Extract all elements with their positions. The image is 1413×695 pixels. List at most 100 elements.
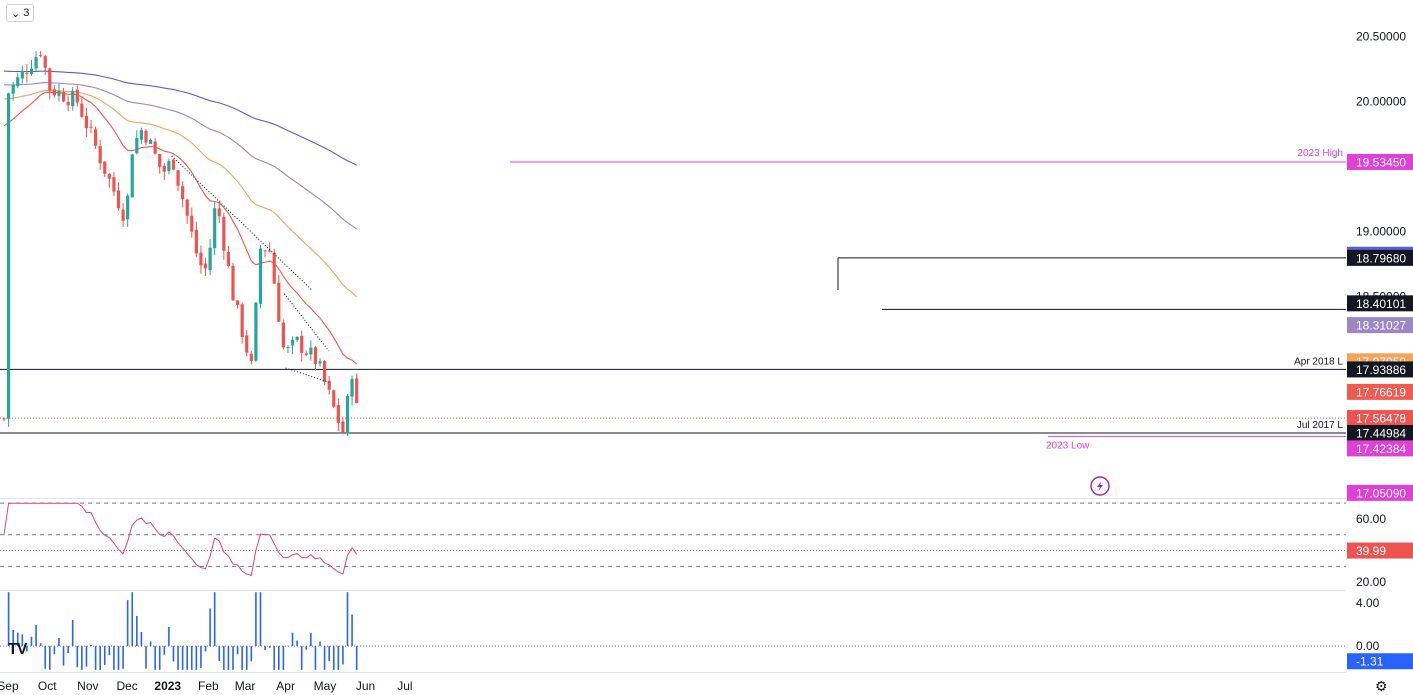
badge-2023-low: 17.42384 — [1356, 442, 1406, 456]
badge-rsi-bg — [1347, 542, 1413, 559]
candle-body — [121, 209, 125, 221]
candle-body — [231, 265, 235, 301]
candle-body — [208, 247, 212, 271]
wedge-lower — [285, 367, 330, 383]
rsi-pane — [0, 502, 1346, 577]
candle-body — [16, 77, 20, 87]
candle-body — [263, 250, 267, 252]
candle-body — [281, 322, 285, 348]
candle-body — [80, 103, 84, 117]
candle-body — [139, 130, 143, 140]
badge-2023-low-bg — [1347, 440, 1413, 457]
candle-body — [272, 252, 276, 284]
badge-ema20-bg — [1347, 383, 1413, 400]
chevron-down-icon: ⌄ — [11, 7, 21, 20]
badge-18-40101-bg — [1347, 295, 1413, 312]
candle-body — [162, 165, 166, 172]
candle-body — [286, 347, 290, 349]
candle-body — [135, 137, 139, 154]
badge-18-40101: 18.40101 — [1356, 297, 1406, 311]
candle-body — [336, 405, 340, 423]
x-tick-label: Jul — [397, 679, 412, 693]
candle-body — [268, 250, 272, 252]
candle-body — [318, 361, 322, 364]
candle-body — [185, 199, 189, 216]
candle-body — [332, 390, 336, 407]
interval-count: 3 — [23, 7, 30, 19]
candle-body — [89, 126, 93, 128]
candle-body — [57, 90, 61, 96]
badge-momentum-bg — [1347, 653, 1413, 670]
candle-body — [66, 101, 70, 106]
x-tick-label: Feb — [198, 679, 219, 693]
candle-body — [213, 208, 217, 249]
candle-body — [300, 335, 304, 353]
rsi-line — [3, 502, 358, 577]
badge-current-price-bg — [1347, 410, 1413, 427]
candle-body — [158, 153, 162, 167]
candle-body — [345, 396, 350, 434]
candle-body — [313, 347, 318, 364]
candle-body — [295, 336, 299, 341]
tradingview-logo-icon[interactable]: TV — [8, 641, 27, 658]
candle-body — [167, 161, 171, 172]
candle-body — [52, 89, 56, 96]
candle-body — [107, 173, 111, 179]
badge-rsi: 39.99 — [1356, 544, 1386, 558]
gear-icon[interactable]: ⚙ — [1375, 678, 1388, 694]
candle-body — [327, 380, 331, 390]
candle-body — [48, 68, 52, 91]
wedge-upper — [283, 293, 330, 352]
badge-lower-bg — [1347, 484, 1413, 501]
candle-body — [217, 208, 221, 217]
candle-body — [355, 378, 359, 403]
grid — [0, 498, 1346, 673]
candle-body — [309, 347, 313, 355]
candle-body — [11, 84, 15, 94]
rsi-tick-label: 60.00 — [1356, 512, 1386, 526]
x-tick-label: Apr — [276, 679, 295, 693]
horizontal-levels: 2023 High Apr 2018 L Jul 2017 L 2023 Low — [0, 148, 1346, 451]
candle-body — [94, 129, 98, 146]
candle-body — [34, 57, 38, 69]
candle-body — [350, 378, 354, 397]
candle-body — [226, 252, 231, 266]
label-2023-low: 2023 Low — [1046, 440, 1090, 451]
ema-100-line — [3, 82, 358, 230]
ema-50-line — [3, 89, 358, 298]
candle-body — [6, 93, 11, 419]
candle-body — [61, 91, 66, 102]
candle-body — [75, 89, 79, 103]
candle-body — [235, 300, 240, 305]
candle-body — [84, 115, 89, 129]
candle-body — [245, 335, 249, 353]
candle-body — [98, 146, 102, 164]
candle-body — [304, 353, 308, 355]
candle-body — [203, 263, 208, 269]
ema-20-line — [3, 91, 358, 365]
moving-averages — [3, 70, 358, 365]
y-tick-label: 20.50000 — [1356, 29, 1406, 43]
badge-lower: 17.05090 — [1356, 486, 1406, 500]
lightning-icon[interactable] — [1090, 476, 1110, 496]
candle-body — [222, 216, 226, 251]
candle-body — [290, 339, 295, 346]
label-2023-high: 2023 High — [1297, 148, 1343, 159]
badge-2023-high-bg — [1347, 153, 1413, 170]
x-tick-label: May — [314, 679, 337, 693]
candle-body — [39, 55, 43, 57]
rsi-tick-label: 20.00 — [1356, 575, 1386, 589]
badge-apr-2018: 17.93886 — [1356, 363, 1406, 377]
x-tick-label: Mar — [235, 679, 256, 693]
axes: 20.5000020.0000019.0000018.5000060.0020.… — [0, 29, 1406, 693]
candle-body — [240, 304, 244, 337]
trendline-main — [171, 155, 313, 291]
interval-button[interactable]: ⌄ 3 — [6, 4, 35, 22]
price-badges: 19.5345018.8207218.7968018.4010118.31027… — [1347, 153, 1413, 670]
candle-body — [144, 130, 148, 143]
candle-body — [194, 229, 198, 254]
candle-body — [341, 421, 345, 433]
badge-2023-high: 19.53450 — [1356, 155, 1406, 169]
label-jul-2017-low: Jul 2017 L — [1297, 420, 1344, 431]
